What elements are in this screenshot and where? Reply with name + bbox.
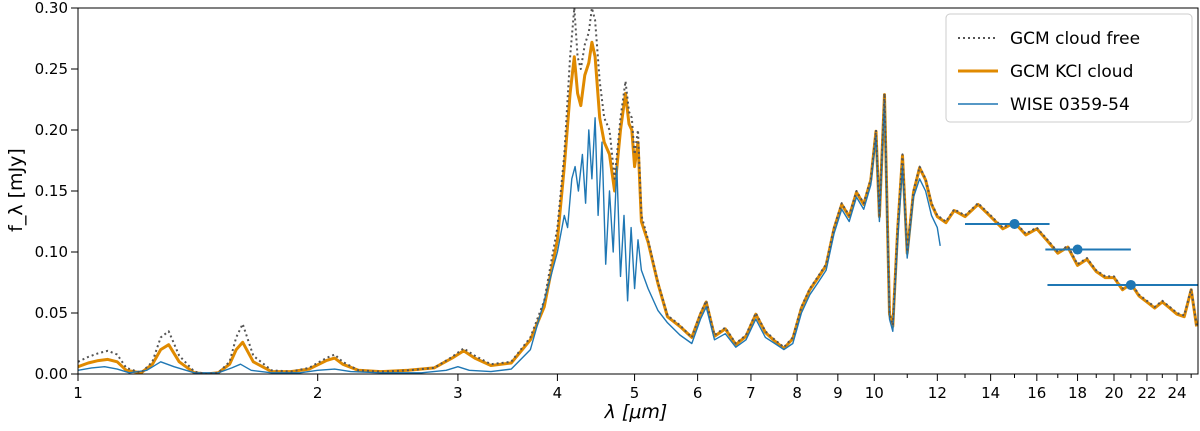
- y-tick-label: 0.20: [35, 121, 68, 139]
- plot-area: [78, 8, 1198, 374]
- x-tick-label: 8: [792, 384, 802, 402]
- series-line-gcm-cloud-free: [78, 8, 1198, 374]
- legend-item: GCM KCl cloud: [958, 62, 1133, 82]
- photometry-point-2: [1045, 244, 1131, 255]
- y-tick-label: 0.05: [35, 304, 68, 322]
- series-line-wise-0359-54: [78, 98, 941, 374]
- x-axis-ticks: 1 2 3 4 5 6 7 8 9 10 12 14 16 18 20 22 24: [73, 374, 1192, 402]
- x-axis-label: λ [μm]: [604, 401, 668, 423]
- x-tick-label: 3: [453, 384, 463, 402]
- y-tick-label: 0.15: [35, 182, 68, 200]
- y-tick-label: 0.25: [35, 60, 68, 78]
- x-tick-label: 22: [1137, 384, 1156, 402]
- x-tick-label: 12: [928, 384, 947, 402]
- legend-label: GCM cloud free: [1010, 29, 1140, 49]
- photometry-point-3: [1047, 279, 1198, 290]
- plot-frame: [77, 7, 1199, 375]
- y-axis-label: f_λ [mJy]: [5, 148, 27, 232]
- y-tick-label: 0.30: [35, 0, 68, 17]
- x-tick-label: 7: [746, 384, 756, 402]
- y-axis-ticks: 0.00 0.05 0.10 0.15 0.20 0.25 0.30: [35, 0, 78, 383]
- x-tick-label: 10: [865, 384, 884, 402]
- x-tick-label: 20: [1104, 384, 1123, 402]
- x-tick-label: 2: [313, 384, 323, 402]
- series-line-gcm-kcl-cloud: [78, 40, 1198, 374]
- x-tick-label: 18: [1068, 384, 1087, 402]
- legend-item: WISE 0359-54: [958, 95, 1130, 115]
- legend-label: GCM KCl cloud: [1010, 62, 1133, 82]
- x-tick-label: 5: [630, 384, 640, 402]
- legend-label: WISE 0359-54: [1010, 95, 1130, 115]
- x-tick-label: 14: [981, 384, 1000, 402]
- photometry-point-1: [965, 218, 1050, 229]
- x-tick-label: 24: [1167, 384, 1186, 402]
- x-tick-label: 6: [693, 384, 703, 402]
- x-tick-label: 16: [1027, 384, 1046, 402]
- x-tick-label: 9: [833, 384, 843, 402]
- legend: GCM cloud free GCM KCl cloud WISE 0359-54: [945, 13, 1193, 123]
- legend-item: GCM cloud free: [958, 29, 1140, 49]
- legend-box: [945, 13, 1193, 123]
- y-tick-label: 0.00: [35, 365, 68, 383]
- x-tick-label: 4: [553, 384, 563, 402]
- x-tick-label: 1: [73, 384, 83, 402]
- y-tick-label: 0.10: [35, 243, 68, 261]
